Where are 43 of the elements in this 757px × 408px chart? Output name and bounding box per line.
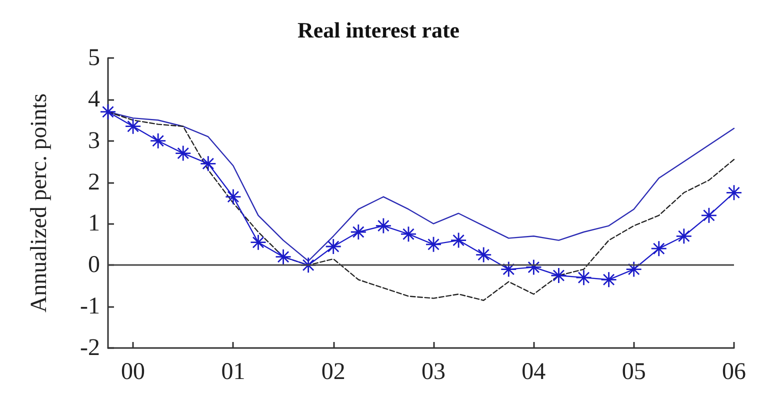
y-tick-label: 0 [88, 252, 100, 278]
point [375, 218, 392, 234]
point [100, 104, 116, 120]
point [350, 224, 367, 240]
x-tick-label: 05 [622, 359, 646, 385]
point [726, 184, 742, 201]
point [325, 238, 342, 255]
x-tick-label: 06 [722, 359, 746, 385]
point [250, 234, 266, 251]
y-tick-label: 3 [88, 128, 100, 154]
point [525, 259, 542, 276]
x-tick-label: 02 [321, 359, 346, 385]
point [500, 261, 517, 278]
point [676, 228, 692, 244]
y-tick-label: 5 [88, 45, 100, 71]
x-tick-label: 04 [522, 359, 546, 385]
point [150, 132, 166, 150]
point [450, 232, 467, 248]
y-axis-title: Annualized perc. points [26, 93, 51, 313]
point [425, 236, 442, 253]
point [300, 256, 317, 274]
point [576, 269, 592, 286]
point [124, 118, 142, 135]
point [550, 267, 567, 284]
chart-title: Real interest rate [297, 18, 460, 42]
point [400, 226, 417, 242]
y-tick-label: 1 [88, 210, 100, 237]
point [275, 248, 292, 266]
point [200, 155, 216, 172]
x-tick-label: 00 [121, 359, 146, 385]
point [475, 246, 492, 263]
x-tick-label: 03 [422, 359, 446, 385]
point [174, 145, 192, 162]
y-tick-label: -2 [80, 335, 100, 361]
point [650, 240, 668, 257]
y-tick-label: -1 [80, 294, 100, 320]
x-tick-label: 01 [221, 359, 246, 385]
point [626, 261, 642, 278]
y-tick-label: 4 [88, 86, 100, 112]
y-tick-label: 2 [88, 169, 100, 196]
point [600, 271, 617, 288]
point [225, 188, 242, 205]
point [700, 207, 718, 224]
